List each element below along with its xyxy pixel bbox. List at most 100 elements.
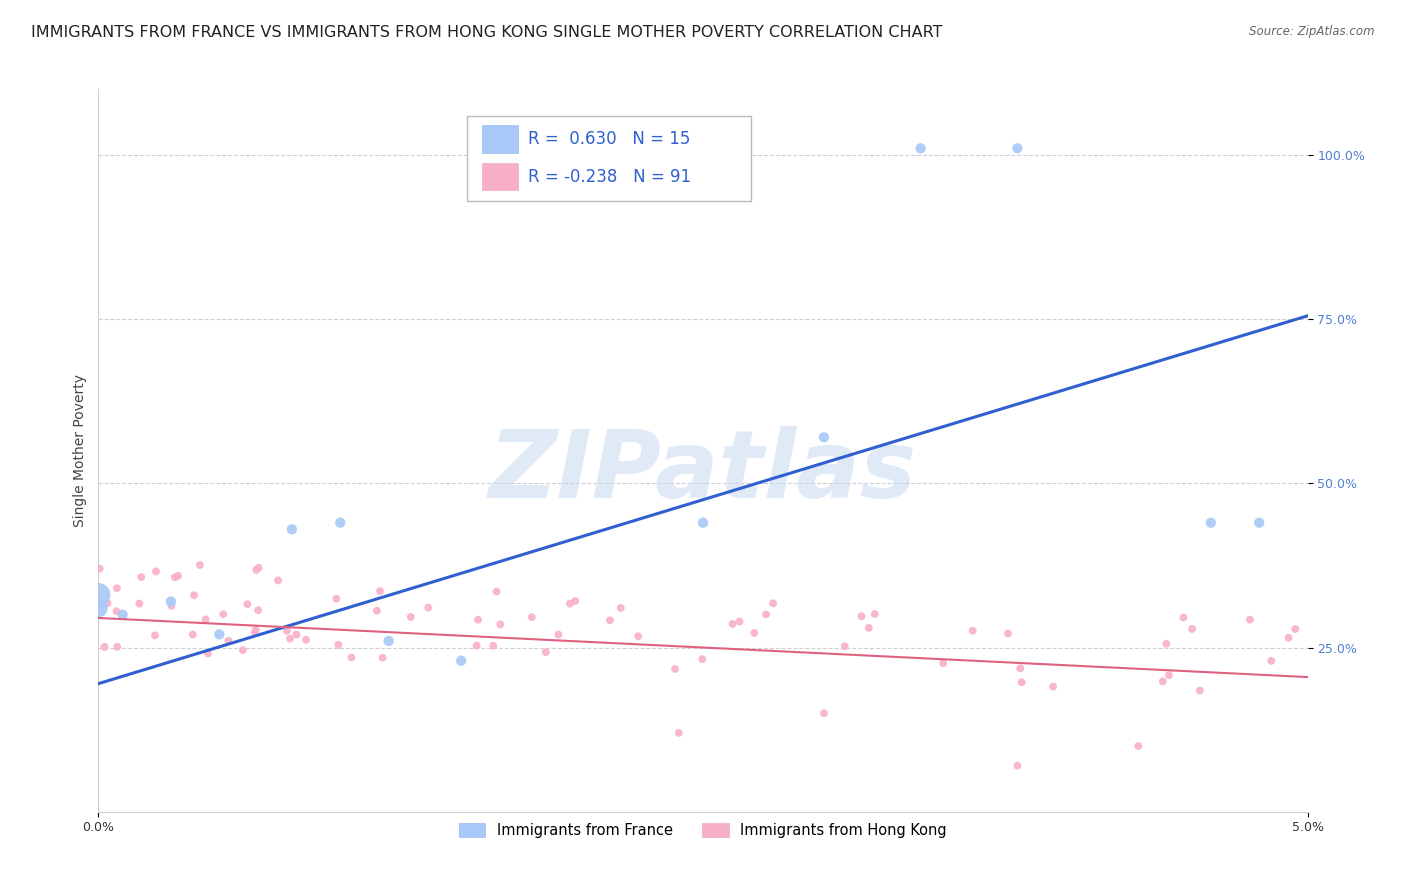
Point xyxy=(197,647,219,661)
Point xyxy=(534,645,557,659)
Point xyxy=(1284,622,1306,636)
Point xyxy=(183,588,205,602)
Point xyxy=(1007,141,1029,155)
Point xyxy=(1239,613,1261,627)
Point xyxy=(232,643,254,657)
Point xyxy=(664,662,686,676)
Point xyxy=(247,560,270,574)
Point xyxy=(281,522,304,536)
Point xyxy=(167,569,190,583)
Point xyxy=(160,599,183,613)
Point xyxy=(1042,680,1064,694)
FancyBboxPatch shape xyxy=(482,126,517,153)
Point xyxy=(325,591,347,606)
Point xyxy=(1188,683,1211,698)
Point xyxy=(1007,758,1029,772)
FancyBboxPatch shape xyxy=(482,163,517,190)
Text: ZIPatlas: ZIPatlas xyxy=(489,426,917,518)
Point xyxy=(1260,654,1282,668)
Point xyxy=(236,597,259,611)
Point xyxy=(863,607,886,621)
Y-axis label: Single Mother Poverty: Single Mother Poverty xyxy=(73,374,87,527)
Point xyxy=(111,607,134,622)
Point xyxy=(1173,610,1195,624)
Point xyxy=(558,597,581,611)
Point xyxy=(1011,675,1033,690)
Text: R = -0.238   N = 91: R = -0.238 N = 91 xyxy=(527,168,690,186)
Point xyxy=(143,628,166,642)
Point xyxy=(368,584,391,599)
Point xyxy=(87,601,110,615)
Point xyxy=(87,588,110,602)
Point xyxy=(145,565,167,579)
Point xyxy=(564,594,586,608)
Point xyxy=(1199,516,1222,530)
Text: IMMIGRANTS FROM FRANCE VS IMMIGRANTS FROM HONG KONG SINGLE MOTHER POVERTY CORREL: IMMIGRANTS FROM FRANCE VS IMMIGRANTS FRO… xyxy=(31,25,942,40)
Point xyxy=(105,581,128,595)
Point xyxy=(489,617,512,632)
Point xyxy=(208,627,231,641)
Point xyxy=(997,626,1019,640)
Point xyxy=(932,657,955,671)
Point xyxy=(105,604,128,618)
Point xyxy=(1010,661,1032,675)
Point xyxy=(245,563,267,577)
Point xyxy=(599,613,621,627)
Point xyxy=(465,639,488,653)
Point xyxy=(418,600,440,615)
Point xyxy=(1156,637,1178,651)
Point xyxy=(721,616,744,631)
Point xyxy=(160,594,183,608)
Point xyxy=(485,584,508,599)
Point xyxy=(858,621,880,635)
Point xyxy=(245,623,267,637)
Point xyxy=(482,639,505,653)
Point xyxy=(1249,516,1271,530)
Point xyxy=(627,629,650,643)
Point xyxy=(247,603,270,617)
Point xyxy=(962,624,984,638)
Point xyxy=(834,639,856,653)
Point xyxy=(340,650,363,665)
Point xyxy=(188,558,211,572)
Point xyxy=(89,562,111,576)
Point xyxy=(295,632,318,647)
Point xyxy=(450,654,472,668)
Point xyxy=(128,597,150,611)
Point xyxy=(366,604,388,618)
Point xyxy=(285,627,308,641)
Point xyxy=(610,601,633,615)
Point xyxy=(1277,631,1299,645)
Point xyxy=(1157,668,1180,682)
Point xyxy=(520,610,543,624)
Point xyxy=(328,638,350,652)
Point xyxy=(243,625,266,640)
Point xyxy=(742,626,765,640)
Point xyxy=(371,650,394,665)
Point xyxy=(692,652,714,666)
Point xyxy=(1128,739,1150,753)
Text: R =  0.630   N = 15: R = 0.630 N = 15 xyxy=(527,130,690,148)
Point xyxy=(813,706,835,721)
FancyBboxPatch shape xyxy=(467,116,751,202)
Point xyxy=(728,615,751,629)
Point xyxy=(377,634,399,648)
Point xyxy=(218,633,240,648)
Point xyxy=(129,570,152,584)
Point xyxy=(668,726,690,740)
Point xyxy=(467,613,489,627)
Point xyxy=(1181,622,1204,636)
Point xyxy=(96,596,118,610)
Point xyxy=(267,574,290,588)
Point xyxy=(1152,674,1174,689)
Point xyxy=(813,430,835,444)
Point xyxy=(278,632,301,646)
Legend: Immigrants from France, Immigrants from Hong Kong: Immigrants from France, Immigrants from … xyxy=(453,817,953,844)
Point xyxy=(692,516,714,530)
Point xyxy=(163,570,186,584)
Point xyxy=(105,640,128,654)
Point xyxy=(93,640,115,654)
Point xyxy=(755,607,778,622)
Point xyxy=(181,627,204,641)
Point xyxy=(851,609,873,624)
